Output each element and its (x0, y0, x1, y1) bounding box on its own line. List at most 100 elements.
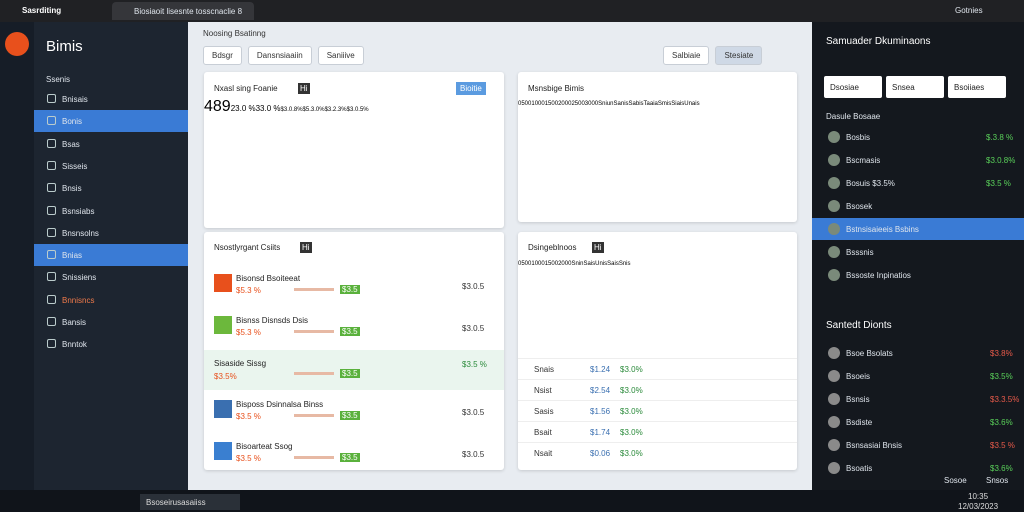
table-row[interactable]: Nsait $0.06 $3.0% (518, 442, 797, 462)
nav-item[interactable]: Bnsnsolns (34, 222, 188, 244)
item-name: Bssoste Inpinatios (846, 271, 911, 280)
toolbar-button[interactable]: Bdsgr (203, 46, 242, 65)
list-item[interactable]: Bisoarteat Ssog $3.5 % $3.5 $3.0.5 (204, 434, 504, 470)
panel-item[interactable]: Bosuis $3.5% $3.5 % (812, 172, 1024, 194)
nav-icon (47, 94, 56, 103)
card-title: Nxasl sing Foanie (214, 84, 278, 93)
table-row[interactable]: Nsist $2.54 $3.0% (518, 379, 797, 399)
avatar (828, 223, 840, 235)
nav-item[interactable]: Bsnsiabs (34, 200, 188, 222)
dropdown[interactable]: Dsosiae (824, 76, 882, 98)
nav-icon (47, 317, 56, 326)
item-tag: $3.5 (340, 411, 360, 420)
combo-card: Msnsbige Bimis 050010001500200025003000Sn… (518, 72, 797, 222)
panel-item[interactable]: Bsoe Bsolats $3.8% (812, 342, 1024, 364)
panel-item[interactable]: Bsssnis (812, 241, 1024, 263)
item-name: Bsoeis (846, 372, 871, 381)
nav-item[interactable]: Snissiens (34, 266, 188, 288)
nav-icon (47, 138, 56, 148)
card-title: Nsostlyrgant Csiits (214, 243, 281, 252)
y-tick-label: 3000 (584, 101, 599, 107)
nav-item[interactable]: Bonis (34, 110, 188, 133)
nav-item[interactable]: Bnsis (34, 177, 188, 199)
list-item[interactable]: Sisaside Sissg $3.5% $3.5 $3.5 % (204, 350, 504, 390)
nav-item[interactable]: Sisseis (34, 155, 188, 177)
panel-item[interactable]: Bsnsasiai Bnsis $3.5 % (812, 434, 1024, 456)
toolbar-button[interactable]: Saniiive (317, 46, 364, 65)
table-row[interactable]: Snais $1.24 $3.0% (518, 358, 797, 378)
panel-item[interactable]: Bsoeis $3.5% (812, 365, 1024, 387)
item-bar (294, 372, 334, 375)
panel-item[interactable]: Bstnsisaieeis Bsbins (812, 218, 1024, 240)
nav-item[interactable]: Bansis (34, 311, 188, 333)
nav-label: Bsas (62, 139, 80, 149)
table-cell: Snais (534, 365, 555, 374)
item-thumb (214, 400, 232, 418)
dropdown[interactable]: Bsoiiaes (948, 76, 1006, 98)
item-name: Bosuis $3.5% (846, 179, 895, 188)
nav-icon (47, 339, 56, 349)
nav-item[interactable]: Bnisais (34, 88, 188, 110)
table-cell: $3.0% (620, 428, 643, 437)
item-tag: $3.5 (340, 285, 360, 294)
taskbar-window[interactable]: Bsoseirusasaiiss (140, 494, 240, 510)
table-cell: $3.0% (620, 407, 643, 416)
toolbar: Bdsgr Dansnsiaaiin Saniiive (203, 46, 370, 65)
x-tick-label: Sniun (598, 101, 614, 107)
right-panel: Samuader Dkuminaons Dsosiae Snsea Bsoiiaes D… (812, 22, 1024, 490)
panel-item[interactable]: Bssoste Inpinatios (812, 264, 1024, 286)
panel-item[interactable]: Bsnsis $3.3.5% (812, 388, 1024, 410)
panel-item[interactable]: Bscmasis $3.0.8% (812, 149, 1024, 171)
badge: Hi (592, 242, 604, 253)
item-value: $3.5 % (986, 179, 1011, 188)
y-tick-label: 1000 (531, 261, 545, 267)
nav-item[interactable]: Bsas (34, 133, 188, 155)
panel-title: Samuader Dkuminaons (826, 36, 931, 47)
browser-tab[interactable]: Sasrditing (22, 6, 62, 15)
nav-item[interactable]: Bnntok (34, 333, 188, 355)
list-item[interactable]: Bisonsd Bsoiteeat $5.3 % $3.5 $3.0.5 (204, 266, 504, 306)
table-cell: $1.74 (590, 428, 611, 437)
list-item[interactable]: Bisnss Disnsds Dsis $5.3 % $3.5 $3.0.5 (204, 308, 504, 348)
app-logo[interactable] (5, 32, 29, 56)
sidebar: Bimis Ssenis Bnisais Bonis Bsas Sisseis Bnsi… (34, 22, 188, 490)
card-action[interactable]: Bioitie (456, 82, 486, 95)
active-tab[interactable]: Biosiaoit lisesnte tosscnaclie 8 (112, 2, 254, 20)
item-pct: $5.3 % (236, 328, 261, 337)
item-value: $.3.8 % (986, 133, 1014, 142)
dropdown[interactable]: Snsea (886, 76, 944, 98)
toolbar-button[interactable]: Dansnsiaaiin (247, 46, 312, 65)
item-right: $3.0.5 (462, 408, 485, 417)
item-name: Bsoatis (846, 464, 873, 473)
list-item[interactable]: Bisposs Dsinnalsa Binss $3.5 % $3.5 $3.0.5 (204, 392, 504, 432)
y-tick-label: 500 (521, 101, 532, 107)
browser-bar: Sasrditing Biosiaoit lisesnte tosscnacli… (0, 0, 1024, 22)
footer-label: Sosoe (944, 476, 967, 485)
nav-icon (47, 160, 56, 170)
y-tick-label: 1500 (544, 101, 559, 107)
item-tag: $3.5 (340, 327, 360, 336)
table-row[interactable]: Sasis $1.56 $3.0% (518, 400, 797, 420)
table-cell: $3.0% (620, 365, 643, 374)
item-tag: $3.5 (340, 369, 360, 378)
x-tick-label: Sais (583, 261, 596, 267)
toolbar-button[interactable]: Stesiate (715, 46, 763, 65)
panel-item[interactable]: Bsoatis $3.6% (812, 457, 1024, 479)
donut-center: 489 (204, 98, 231, 115)
item-title: Sisaside Sissg (214, 359, 267, 368)
panel-item[interactable]: Bsosek (812, 195, 1024, 217)
x-tick-label: Snin (571, 261, 584, 267)
panel-item[interactable]: Bosbis $.3.8 % (812, 126, 1024, 148)
item-tag: $3.5 (340, 453, 360, 462)
app-name: Bimis (46, 38, 83, 55)
item-value: $3.6% (990, 418, 1013, 427)
donut-label: 23.0 % (230, 104, 256, 113)
panel-item[interactable]: Bsdiste $3.6% (812, 411, 1024, 433)
table-row[interactable]: Bsait $1.74 $3.0% (518, 421, 797, 441)
avatar (828, 269, 840, 281)
avatar (828, 347, 840, 359)
nav-item[interactable]: Bnias (34, 244, 188, 267)
toolbar-button[interactable]: Salbiaie (663, 46, 710, 65)
nav-item[interactable]: Bnnisncs (34, 289, 188, 311)
badge: Hi (298, 83, 310, 94)
